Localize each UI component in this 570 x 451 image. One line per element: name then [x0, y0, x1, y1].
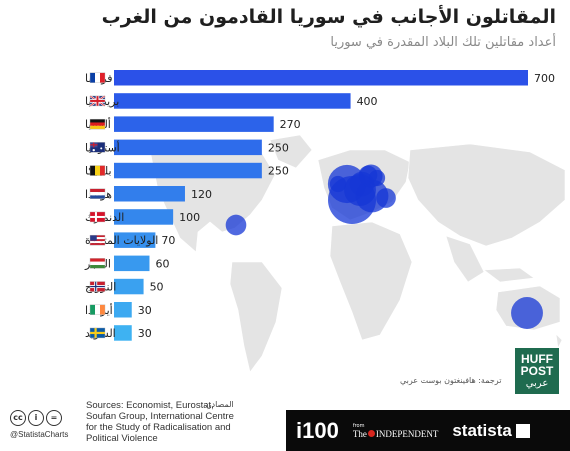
value-label: 70	[161, 234, 175, 247]
bar	[114, 255, 150, 272]
map-bubble	[225, 214, 247, 236]
value-label: 250	[268, 141, 289, 154]
map-landmass	[445, 235, 485, 283]
title: المقاتلون الأجانب في سوريا القادمون من ا…	[101, 6, 556, 28]
flag-sweden	[89, 327, 106, 339]
creative-commons-icons[interactable]: cc i =	[10, 410, 82, 426]
flag-usa	[89, 234, 106, 246]
bar	[114, 209, 174, 225]
value-label: 30	[138, 327, 152, 340]
no-derivatives-icon: =	[46, 410, 62, 426]
sources-label: المصادر:	[205, 400, 234, 409]
flag-denmark	[89, 211, 106, 223]
bar	[114, 93, 351, 109]
map-bubble	[511, 297, 543, 329]
map-landmass	[329, 221, 413, 341]
flag-australia	[89, 142, 106, 153]
bar	[114, 302, 132, 318]
subtitle: أعداد مقاتلين تلك البلاد المقدرة في سوري…	[330, 35, 556, 50]
huffpost-line2: POST	[520, 363, 554, 378]
bar	[114, 232, 156, 248]
flag-belgium	[89, 165, 106, 176]
map-bubble	[376, 188, 396, 208]
value-label: 250	[268, 165, 289, 178]
map-landmass	[483, 267, 535, 283]
bar	[114, 162, 262, 179]
country-flags	[89, 72, 106, 339]
map-bubble	[368, 169, 386, 187]
flag-norway	[89, 281, 106, 292]
sources-text: Sources: Economist, Eurostat, Soufan Gro…	[86, 400, 234, 444]
bar	[114, 139, 262, 156]
statista-label: statista	[452, 420, 512, 440]
map-landmass	[555, 333, 563, 349]
bar	[114, 278, 144, 295]
flag-germany	[89, 118, 106, 130]
flag-hungary	[89, 258, 106, 269]
flag-uk	[89, 95, 106, 107]
map-landmass	[269, 134, 313, 169]
value-label: 50	[150, 281, 164, 294]
value-labels: 700 400 270 250 250 120 100 70 60 50 30 30	[138, 72, 555, 340]
translation-credit: ترجمة: هافينغتون بوست عربي	[400, 376, 502, 385]
bar	[114, 116, 274, 132]
license-block: cc i = @StatistaCharts	[10, 410, 82, 439]
category-labels: فرنسابريطانياألمانياأستراليابلجيكاهولندا…	[84, 72, 158, 340]
huffpost-arabi-logo[interactable]: HUFF POST عربي	[515, 348, 559, 394]
from-label: from	[352, 422, 365, 429]
publisher-footer: i100 from The INDEPENDENT statista	[286, 410, 570, 451]
huffpost-line1: HUFF	[521, 351, 553, 366]
the-label: The	[352, 428, 367, 439]
flag-netherlands	[89, 188, 106, 199]
value-label: 100	[179, 211, 200, 224]
i100-logo[interactable]: i100	[296, 417, 339, 443]
statista-logo[interactable]: statista	[452, 421, 530, 441]
value-label: 30	[138, 304, 152, 317]
map-landmass	[229, 261, 283, 373]
independent-label: INDEPENDENT	[375, 428, 439, 439]
statista-handle[interactable]: @StatistaCharts	[10, 430, 69, 439]
value-label: 400	[357, 95, 378, 108]
bar	[114, 325, 132, 341]
cc-icon: cc	[10, 410, 26, 426]
value-label: 120	[191, 188, 212, 201]
world-map	[149, 134, 566, 373]
bar	[114, 70, 528, 86]
value-label: 60	[155, 257, 169, 270]
statista-box-icon	[515, 423, 530, 438]
bar-series	[114, 70, 528, 341]
flag-ireland	[89, 304, 106, 315]
huffpost-line3: عربي	[525, 377, 549, 389]
attribution-icon: i	[28, 410, 44, 426]
flag-france	[89, 72, 106, 83]
eagle-icon	[367, 430, 375, 437]
map-landmass	[407, 143, 566, 247]
value-label: 270	[280, 118, 301, 131]
map-bubble	[329, 175, 347, 193]
independent-logo[interactable]: from The INDEPENDENT	[353, 423, 439, 439]
bar	[114, 186, 185, 202]
value-label: 700	[534, 72, 555, 85]
